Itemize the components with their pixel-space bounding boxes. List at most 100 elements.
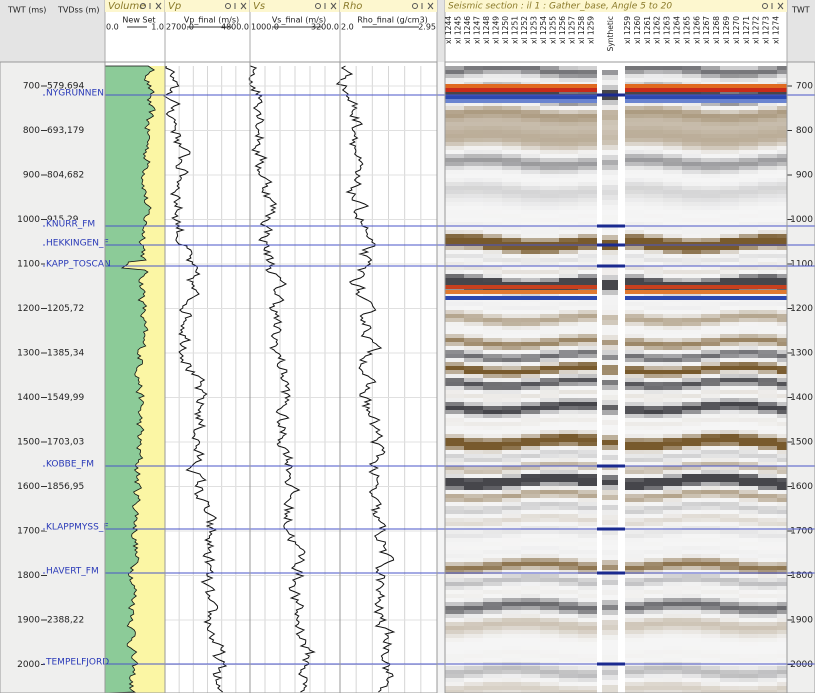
seismic-cell [559, 434, 578, 438]
seismic-cell [578, 310, 597, 314]
seismic-cell [758, 566, 777, 570]
seismic-cell [644, 510, 663, 514]
seismic-cell [663, 658, 682, 662]
seismic-cell [521, 634, 540, 638]
seismic-cell [720, 578, 739, 582]
seismic-cell [663, 342, 682, 346]
synthetic-cell [602, 345, 618, 350]
seismic-cell [758, 642, 777, 646]
seismic-cell [483, 390, 502, 394]
seismic-cell [701, 334, 720, 338]
seismic-cell [559, 482, 578, 486]
seismic-cell [559, 622, 578, 626]
seismic-cell [521, 458, 540, 462]
seismic-cell [758, 614, 777, 618]
seismic-cell [777, 254, 787, 258]
seismic-cell [464, 554, 483, 558]
seismic-cell [502, 598, 521, 602]
seismic-cell [521, 450, 540, 454]
seismic-cell [701, 158, 720, 162]
seismic-cell [464, 158, 483, 162]
synthetic-cell [602, 550, 618, 555]
seismic-cell [540, 610, 559, 614]
seismic-cell [483, 66, 502, 70]
seismic-cell [445, 606, 464, 610]
seismic-cell [483, 610, 502, 614]
seismic-cell [502, 566, 521, 570]
synthetic-cell [602, 295, 618, 300]
seismic-cell [663, 462, 682, 466]
formation-marker [597, 465, 625, 468]
seismic-cell [483, 534, 502, 538]
seismic-cell [445, 666, 464, 670]
seismic-cell [464, 458, 483, 462]
seismic-cell [625, 342, 644, 346]
seismic-cell [682, 414, 701, 418]
seismic-cell [758, 682, 777, 686]
seismic-cell [483, 278, 502, 282]
seismic-cell [540, 462, 559, 466]
seismic-cell [701, 258, 720, 262]
synthetic-cell [602, 340, 618, 345]
seismic-cell [464, 226, 483, 230]
seismic-cell [578, 378, 597, 382]
seismic-cell [464, 430, 483, 434]
seismic-cell [663, 438, 682, 442]
seismic-cell [701, 310, 720, 314]
seismic-cell [682, 514, 701, 518]
seismic-cell [758, 510, 777, 514]
seismic-cell [483, 142, 502, 146]
seismic-cell [663, 518, 682, 522]
seismic-cell [739, 358, 758, 362]
seismic-cell [540, 334, 559, 338]
seismic-cell [521, 174, 540, 178]
seismic-cell [502, 434, 521, 438]
seismic-cell [720, 214, 739, 218]
seismic-cell [663, 562, 682, 566]
seismic-cell [682, 582, 701, 586]
seismic-cell [445, 618, 464, 622]
twt-label: 1900 [17, 616, 40, 626]
seismic-cell [720, 178, 739, 182]
seismic-cell [502, 610, 521, 614]
seismic-cell [483, 310, 502, 314]
seismic-cell [578, 682, 597, 686]
seismic-cell [644, 410, 663, 414]
seismic-cell [739, 394, 758, 398]
synthetic-cell [602, 260, 618, 265]
seismic-cell [663, 502, 682, 506]
synthetic-cell [602, 600, 618, 605]
seismic-cell [663, 190, 682, 194]
seismic-cell [663, 618, 682, 622]
seismic-cell [701, 654, 720, 658]
seismic-cell [739, 558, 758, 562]
seismic-cell [445, 410, 464, 414]
seismic-cell [644, 250, 663, 254]
seismic-cell [464, 498, 483, 502]
seismic-cell [720, 466, 739, 470]
seismic-cell [644, 190, 663, 194]
seismic-cell [521, 106, 540, 110]
seismic-cell [701, 74, 720, 78]
seismic-cell [758, 338, 777, 342]
seismic-cell [540, 218, 559, 222]
seismic-cell [625, 506, 644, 510]
seismic-cell [644, 614, 663, 618]
seismic-cell [777, 538, 787, 542]
trace-label: xl 1265 [682, 16, 691, 44]
seismic-cell [720, 358, 739, 362]
seismic-cell [445, 126, 464, 130]
seismic-cell [502, 270, 521, 274]
seismic-cell [578, 426, 597, 430]
seismic-cell [521, 574, 540, 578]
seismic-cell [502, 366, 521, 370]
strong-reflector [445, 99, 597, 103]
seismic-cell [758, 194, 777, 198]
seismic-cell [483, 394, 502, 398]
seismic-cell [739, 442, 758, 446]
seismic-cell [578, 302, 597, 306]
seismic-cell [663, 426, 682, 430]
seismic-cell [720, 446, 739, 450]
seismic-cell [682, 314, 701, 318]
seismic-cell [502, 502, 521, 506]
